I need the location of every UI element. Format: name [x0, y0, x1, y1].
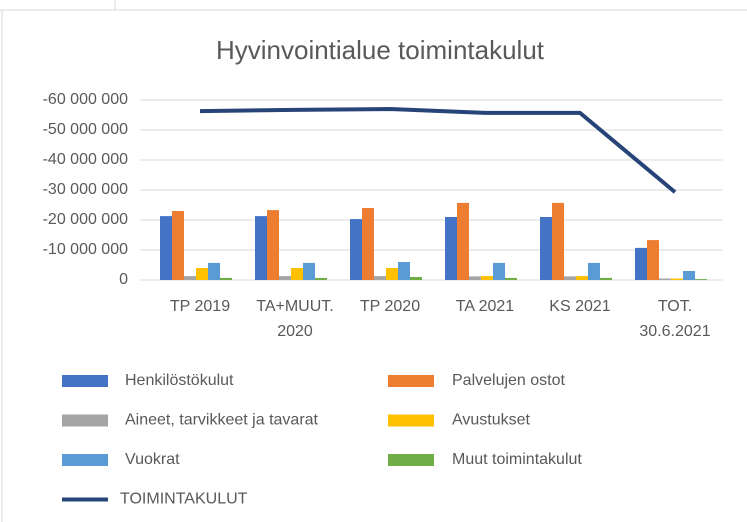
y-tick-label: -50 000 000 — [43, 121, 129, 138]
legend-swatch — [388, 414, 434, 427]
bar — [350, 219, 362, 280]
bar — [552, 202, 564, 280]
bar — [172, 211, 184, 280]
x-tick-label: TA+MUUT. 2020 — [256, 298, 333, 340]
bar — [303, 262, 315, 280]
bar — [410, 277, 422, 280]
x-tick-line: TP 2020 — [360, 298, 420, 315]
bar — [255, 216, 267, 280]
bar — [588, 262, 600, 280]
bar — [220, 277, 232, 280]
bar — [683, 271, 695, 280]
y-tick-label: -20 000 000 — [43, 211, 129, 228]
bar — [315, 277, 327, 280]
bar — [184, 276, 196, 280]
x-tick-line: 2020 — [277, 323, 313, 340]
bar — [540, 217, 552, 280]
legend-label: Palvelujen ostot — [452, 372, 566, 389]
bar — [659, 278, 671, 280]
x-tick-line: TP 2019 — [170, 298, 230, 315]
legend-label: Vuokrat — [125, 451, 180, 468]
bar — [160, 216, 172, 280]
legend-label: Muut toimintakulut — [452, 451, 582, 468]
bar — [481, 276, 493, 280]
legend-swatch — [388, 454, 434, 466]
x-tick-label: KS 2021 — [549, 298, 610, 315]
x-tick-label: TA 2021 — [456, 298, 515, 315]
bar — [445, 217, 457, 280]
x-tick-line: KS 2021 — [549, 298, 610, 315]
bar — [398, 262, 410, 280]
y-tick-label: -60 000 000 — [43, 91, 129, 108]
bar — [291, 268, 303, 280]
bar — [374, 276, 386, 280]
bar — [196, 268, 208, 280]
legend-swatch — [62, 375, 108, 387]
x-tick-line: 30.6.2021 — [639, 323, 710, 340]
bar — [600, 277, 612, 280]
bar — [505, 277, 517, 280]
bar — [635, 247, 647, 280]
line-series — [199, 107, 677, 194]
chart-title: Hyvinvointialue toimintakulut — [216, 35, 545, 65]
bar — [386, 268, 398, 280]
bar — [469, 276, 481, 280]
legend-label: TOIMINTAKULUT — [120, 491, 248, 508]
x-tick-label: TOT. 30.6.2021 — [639, 298, 710, 340]
bar — [647, 240, 659, 280]
legend-label: Avustukset — [452, 412, 531, 429]
legend-swatch — [388, 375, 434, 387]
bar — [208, 262, 220, 280]
legend-swatch — [62, 454, 108, 466]
bar — [267, 210, 279, 280]
bar — [279, 276, 291, 280]
y-tick-label: -40 000 000 — [43, 151, 129, 168]
y-tick-label: -10 000 000 — [43, 241, 129, 258]
y-tick-label: -30 000 000 — [43, 181, 129, 198]
bar — [671, 278, 683, 280]
bar — [695, 279, 707, 280]
legend-swatch — [62, 414, 108, 427]
bar — [457, 202, 469, 280]
x-tick-line: TOT. — [658, 298, 692, 315]
x-tick-label: TP 2020 — [360, 298, 420, 315]
legend-label: Aineet, tarvikkeet ja tavarat — [125, 412, 319, 429]
bar — [493, 262, 505, 280]
bar — [576, 276, 588, 280]
bar — [362, 208, 374, 280]
x-tick-line: TA+MUUT. — [256, 298, 333, 315]
bar — [564, 276, 576, 280]
legend-label: Henkilöstökulut — [125, 372, 234, 389]
x-tick-label: TP 2019 — [170, 298, 230, 315]
x-tick-line: TA 2021 — [456, 298, 515, 315]
y-tick-label: 0 — [119, 271, 128, 288]
